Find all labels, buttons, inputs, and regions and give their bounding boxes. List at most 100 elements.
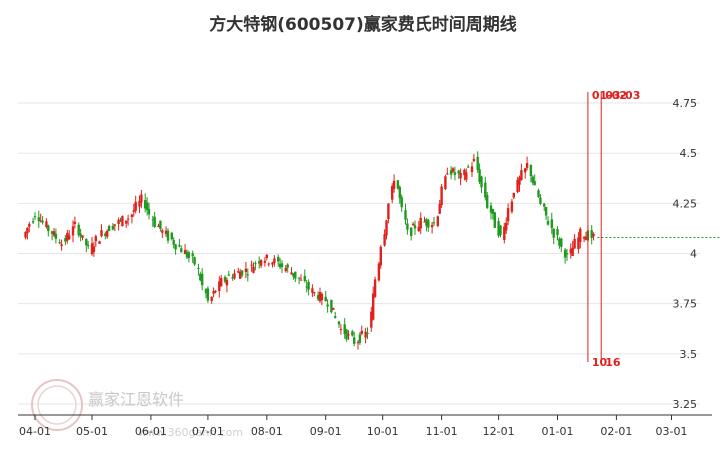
candle-23 [85, 238, 88, 253]
candle-128 [364, 327, 367, 344]
candle-103 [297, 277, 301, 285]
candle-21 [79, 228, 82, 242]
candle-38 [125, 220, 128, 228]
candle-79 [233, 269, 236, 280]
candle-47 [147, 202, 151, 220]
candle-87 [254, 261, 257, 271]
candle-89 [259, 259, 263, 269]
candle-5 [37, 210, 40, 228]
candle-70 [210, 296, 213, 304]
candle-31 [106, 229, 109, 239]
candle-137 [387, 203, 390, 224]
candle-10 [50, 230, 54, 241]
candle-157 [440, 183, 443, 208]
candle-129 [366, 327, 369, 340]
candle-61 [185, 249, 189, 259]
candle-22 [81, 235, 84, 241]
candle-165 [463, 168, 466, 181]
candle-108 [311, 284, 314, 297]
candle-104 [299, 274, 303, 281]
candle-141 [398, 185, 401, 204]
candle-149 [419, 212, 422, 235]
candle-81 [239, 268, 242, 279]
candle-138 [391, 183, 394, 204]
candle-204 [565, 248, 569, 261]
candle-36 [119, 217, 122, 223]
candle-90 [263, 257, 267, 267]
candle-44 [140, 189, 143, 209]
candle-134 [379, 244, 382, 269]
x-tick-label-6: 10-01 [367, 425, 399, 438]
candle-35 [117, 217, 120, 231]
candle-0 [24, 231, 27, 240]
candle-161 [451, 167, 455, 174]
candle-205 [569, 243, 572, 259]
candle-20 [77, 222, 80, 238]
candle-46 [145, 197, 149, 216]
candle-113 [324, 290, 327, 302]
candle-28 [98, 240, 101, 245]
candle-199 [552, 227, 555, 245]
y-tick-label-0: 3.25 [673, 398, 698, 411]
watermark-brand: 赢家江恩软件 [88, 390, 184, 409]
candle-97 [280, 260, 284, 274]
candle-151 [425, 218, 428, 232]
candle-9 [47, 224, 50, 237]
candle-185 [516, 176, 519, 194]
candle-159 [446, 167, 449, 175]
candle-64 [193, 256, 196, 266]
candle-193 [537, 188, 540, 198]
x-tick-label-5: 09-01 [310, 425, 342, 438]
watermark-logo: 赢家江恩软件 www.360gann.com [31, 379, 243, 439]
candle-84 [246, 268, 249, 282]
candle-182 [506, 203, 510, 226]
candle-189 [525, 156, 529, 171]
candle-190 [529, 164, 533, 183]
candle-181 [505, 217, 508, 234]
candle-177 [493, 211, 496, 228]
candle-164 [459, 168, 462, 186]
candle-4 [33, 212, 37, 221]
candle-15 [64, 234, 67, 246]
candle-173 [484, 176, 487, 201]
candle-209 [579, 227, 582, 249]
y-tick-label-2: 3.75 [673, 298, 698, 311]
candle-143 [404, 203, 407, 225]
candle-139 [392, 174, 396, 193]
candle-67 [201, 268, 204, 291]
candle-63 [191, 250, 194, 263]
candle-11 [52, 227, 56, 238]
overlays: 01-02 10 03-03 16 [587, 89, 720, 369]
candle-148 [417, 221, 420, 233]
candle-203 [563, 247, 567, 264]
candle-191 [531, 175, 534, 186]
candle-1 [26, 227, 29, 240]
candle-120 [343, 318, 346, 339]
candle-57 [174, 243, 177, 255]
candle-27 [94, 234, 97, 247]
candle-122 [347, 330, 350, 340]
candle-94 [273, 255, 276, 267]
y-tick-label-6: 4.75 [673, 97, 698, 110]
cycle-top-label-1: 03-03 [605, 89, 640, 102]
candle-101 [292, 273, 295, 280]
candle-124 [353, 331, 356, 347]
x-tick-label-1: 05-01 [76, 425, 108, 438]
candle-51 [159, 220, 162, 232]
candle-135 [383, 229, 386, 247]
candle-118 [337, 320, 341, 328]
candle-45 [144, 193, 147, 213]
candle-16 [66, 229, 69, 244]
candle-7 [41, 216, 44, 225]
candle-130 [370, 306, 373, 332]
candle-66 [199, 271, 202, 282]
candle-25 [90, 237, 94, 256]
candle-169 [472, 154, 476, 163]
candle-176 [491, 208, 495, 220]
candle-83 [244, 261, 248, 279]
candle-117 [334, 311, 337, 319]
candle-140 [396, 179, 400, 190]
candle-33 [111, 223, 115, 231]
candle-110 [316, 291, 320, 302]
x-tick-label-10: 02-01 [600, 425, 632, 438]
